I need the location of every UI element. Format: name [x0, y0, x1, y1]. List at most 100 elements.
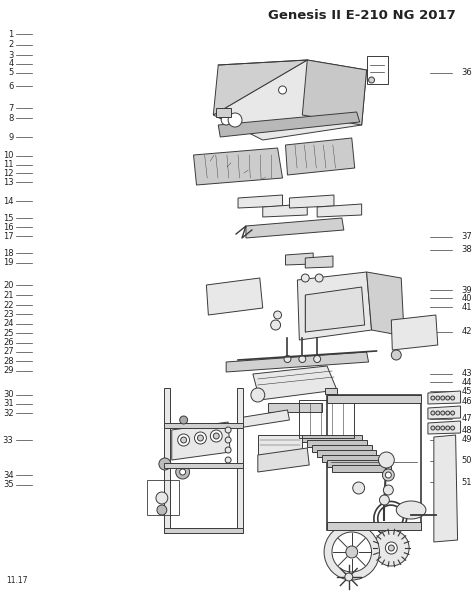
Circle shape: [324, 524, 380, 580]
Circle shape: [451, 396, 455, 400]
Polygon shape: [258, 448, 309, 472]
Circle shape: [225, 437, 231, 443]
Bar: [164, 423, 243, 428]
Text: 34: 34: [3, 471, 14, 480]
Polygon shape: [428, 406, 461, 419]
Circle shape: [385, 542, 397, 554]
Circle shape: [157, 505, 167, 515]
Circle shape: [441, 426, 445, 430]
Polygon shape: [218, 112, 360, 137]
Circle shape: [436, 396, 440, 400]
Bar: [325, 388, 337, 394]
Text: 10: 10: [3, 151, 14, 160]
Text: 7: 7: [8, 104, 14, 113]
Circle shape: [273, 311, 282, 319]
Text: 30: 30: [3, 390, 14, 400]
Bar: [164, 388, 170, 533]
Bar: [258, 435, 302, 455]
Polygon shape: [246, 218, 344, 238]
Text: 38: 38: [462, 245, 472, 255]
Bar: [327, 460, 386, 467]
Circle shape: [383, 469, 394, 481]
Polygon shape: [238, 195, 283, 208]
Circle shape: [213, 433, 219, 439]
Text: 6: 6: [8, 82, 14, 91]
Circle shape: [431, 396, 435, 400]
Circle shape: [345, 573, 353, 581]
Text: 4: 4: [8, 59, 14, 69]
Text: 18: 18: [3, 249, 14, 258]
Bar: [312, 445, 372, 452]
Circle shape: [299, 356, 306, 362]
Circle shape: [301, 274, 309, 282]
Text: 49: 49: [462, 435, 472, 445]
Text: 15: 15: [3, 214, 14, 223]
Circle shape: [346, 546, 358, 558]
Text: 48: 48: [462, 426, 472, 436]
Text: 17: 17: [3, 231, 14, 241]
Circle shape: [431, 411, 435, 415]
Circle shape: [181, 437, 187, 443]
Text: 45: 45: [462, 387, 472, 396]
Bar: [307, 440, 366, 447]
Text: 51: 51: [462, 478, 472, 487]
Text: 2: 2: [8, 40, 14, 50]
Polygon shape: [305, 256, 333, 268]
Polygon shape: [193, 148, 283, 185]
Polygon shape: [238, 410, 290, 428]
Polygon shape: [263, 204, 307, 217]
Text: 20: 20: [3, 281, 14, 290]
Polygon shape: [213, 60, 366, 140]
Circle shape: [225, 447, 231, 453]
Text: 28: 28: [3, 356, 14, 366]
Circle shape: [198, 435, 203, 441]
Bar: [317, 450, 376, 457]
Polygon shape: [206, 278, 263, 315]
Text: 39: 39: [462, 285, 472, 295]
Circle shape: [228, 113, 242, 127]
Polygon shape: [290, 195, 334, 208]
Bar: [164, 528, 243, 533]
Bar: [147, 480, 179, 515]
Circle shape: [180, 416, 188, 424]
Bar: [327, 522, 421, 530]
Bar: [322, 455, 382, 462]
Circle shape: [451, 411, 455, 415]
Circle shape: [431, 426, 435, 430]
Circle shape: [314, 356, 320, 362]
Circle shape: [441, 411, 445, 415]
Circle shape: [194, 432, 206, 444]
Circle shape: [374, 530, 409, 566]
Text: 40: 40: [462, 294, 472, 303]
Circle shape: [178, 434, 190, 446]
Circle shape: [353, 482, 365, 494]
Text: 14: 14: [3, 197, 14, 206]
Polygon shape: [317, 204, 362, 217]
Text: 3: 3: [8, 50, 14, 60]
Text: 11: 11: [3, 160, 14, 169]
Text: 31: 31: [3, 399, 14, 408]
Bar: [327, 395, 421, 530]
Circle shape: [383, 485, 393, 495]
Bar: [216, 108, 231, 117]
Polygon shape: [213, 60, 307, 115]
Text: 42: 42: [462, 327, 472, 336]
Circle shape: [388, 545, 394, 551]
Circle shape: [180, 469, 186, 475]
Circle shape: [446, 396, 450, 400]
Text: 13: 13: [3, 178, 14, 187]
Polygon shape: [253, 366, 337, 400]
Text: 21: 21: [3, 291, 14, 300]
Text: 37: 37: [462, 232, 472, 242]
Circle shape: [446, 426, 450, 430]
Circle shape: [221, 115, 231, 125]
Circle shape: [385, 472, 392, 478]
Polygon shape: [172, 422, 230, 460]
Text: 36: 36: [462, 68, 472, 78]
Circle shape: [279, 86, 286, 94]
Text: 22: 22: [3, 301, 14, 310]
Bar: [268, 403, 322, 412]
Bar: [366, 56, 388, 84]
Circle shape: [225, 427, 231, 433]
Text: 1: 1: [8, 30, 14, 39]
